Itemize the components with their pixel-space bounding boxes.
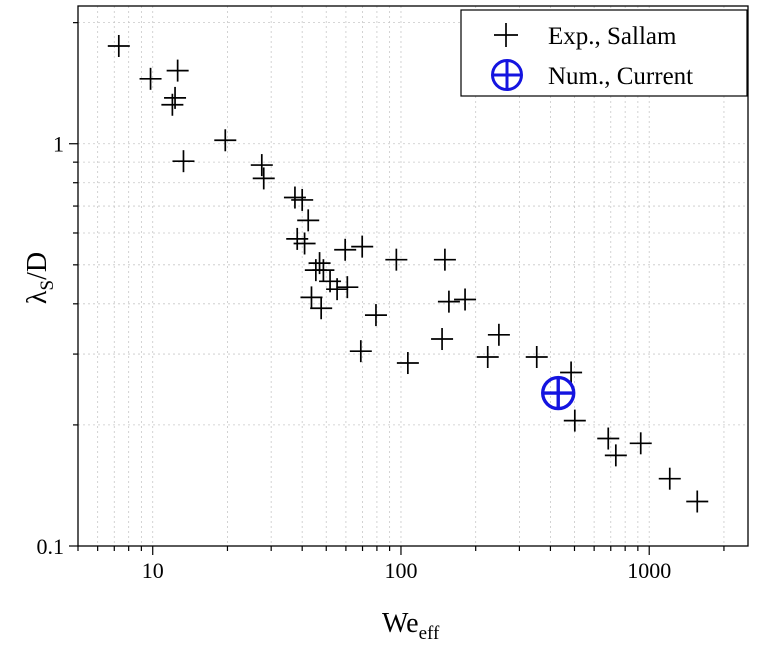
exp-data-point <box>250 154 273 177</box>
plot-frame <box>77 5 749 547</box>
exp-data-point <box>300 286 323 309</box>
exp-data-point <box>107 34 130 57</box>
legend-marker-num <box>491 59 523 91</box>
exp-data-point <box>161 93 184 116</box>
exp-data-point <box>252 167 275 190</box>
exp-data-point <box>166 59 189 82</box>
exp-data-point <box>334 238 357 261</box>
x-axis-title-main: We <box>382 608 419 639</box>
exp-data-point <box>349 340 372 363</box>
exp-data-point <box>454 288 477 311</box>
exp-data-point <box>326 278 349 301</box>
exp-data-point <box>431 328 454 351</box>
exp-data-point <box>686 490 709 513</box>
x-tick-label: 10 <box>142 558 164 583</box>
legend-box <box>460 9 748 97</box>
exp-data-point <box>487 323 510 346</box>
exp-data-point <box>214 129 237 152</box>
y-tick-label: 1 <box>53 132 64 157</box>
y-axis-title: λS/D <box>22 252 58 304</box>
exp-data-point <box>629 432 652 455</box>
x-axis-title: Weeff <box>382 608 440 644</box>
exp-data-point <box>364 304 387 327</box>
legend-marker-exp <box>494 23 518 47</box>
exp-data-point <box>563 409 586 432</box>
exp-data-point <box>476 346 499 369</box>
tick-labels: 10 100 1000 0.1 1 <box>37 132 672 583</box>
axis-ticks <box>69 22 725 555</box>
exp-data-point <box>336 276 359 299</box>
x-tick-label: 1000 <box>627 558 671 583</box>
exp-data-point <box>293 232 316 255</box>
y-axis-title-tail: /D <box>22 252 53 280</box>
exp-data-point <box>351 235 374 258</box>
x-tick-label: 100 <box>384 558 417 583</box>
exp-data-point <box>560 361 583 384</box>
y-axis-title-sub: S <box>37 280 58 291</box>
legend-label-num: Num., Current <box>548 63 693 90</box>
exp-data-point <box>437 290 460 313</box>
x-axis-title-sub: eff <box>419 623 440 644</box>
num-data-point <box>541 375 576 411</box>
y-axis-title-main: λ <box>22 290 53 304</box>
exp-data-point <box>658 467 681 490</box>
exp-data-point <box>310 297 333 320</box>
legend-label-exp: Exp., Sallam <box>548 23 677 50</box>
exp-data-point <box>291 188 314 211</box>
exp-data-point <box>385 248 408 271</box>
exp-data-point <box>297 209 320 232</box>
grid <box>77 6 748 547</box>
data-points <box>107 34 709 513</box>
exp-data-point <box>525 346 548 369</box>
exp-data-point <box>172 150 195 173</box>
exp-data-point <box>433 248 456 271</box>
exp-data-point <box>396 352 419 375</box>
exp-data-point <box>597 427 620 450</box>
legend: Exp., Sallam Num., Current <box>460 9 748 97</box>
exp-data-point <box>139 67 162 90</box>
exp-data-point <box>312 259 335 282</box>
y-tick-label: 0.1 <box>37 534 65 559</box>
exp-data-point <box>604 444 627 467</box>
